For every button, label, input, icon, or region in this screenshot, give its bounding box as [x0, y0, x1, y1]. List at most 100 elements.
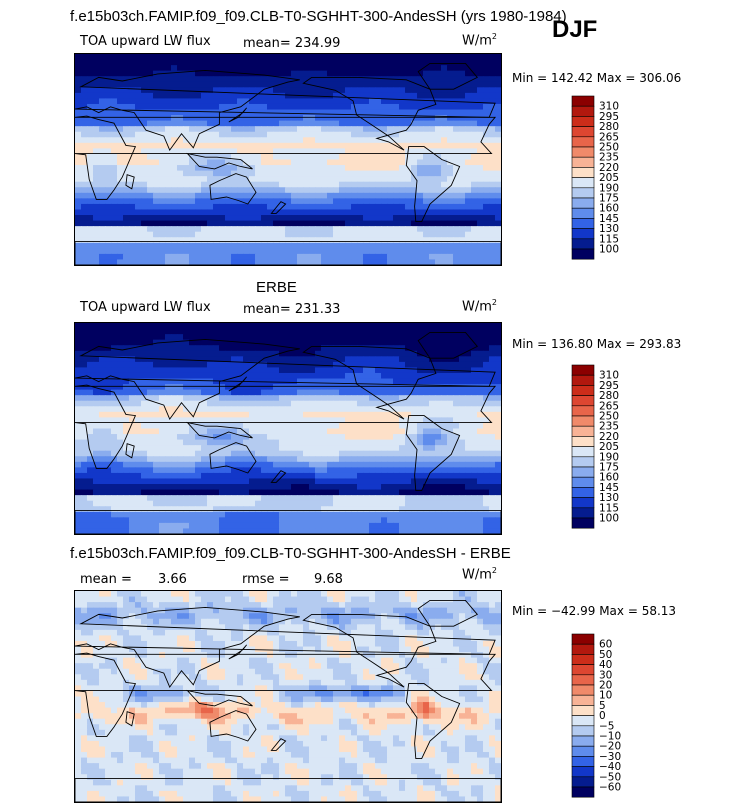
- panel3-coastline: [405, 683, 461, 760]
- panel3-mean-label: mean =: [80, 572, 132, 587]
- panel3-rmse-value: 9.68: [314, 572, 343, 587]
- panel1-coastline: [186, 152, 253, 170]
- panel3-colorbar-box: [571, 705, 595, 716]
- panel2-title: ERBE: [256, 279, 297, 296]
- panel2-coastline: [405, 415, 461, 492]
- panel3-map-field: [75, 591, 501, 802]
- panel1-colorbar-tick-label: 250: [599, 142, 619, 154]
- panel1-colorbar-box: [571, 156, 595, 168]
- panel3-colorbar-tick-label: 20: [599, 680, 612, 692]
- panel2-units: W/m2: [462, 298, 497, 315]
- panel2-colorbar: 310 295 280 265 250 235 220 205 190 175 160 145 130 1…: [571, 364, 632, 535]
- panel3-colorbar-box: [571, 643, 595, 655]
- panel1-colorbar-tick-label: 130: [599, 223, 619, 235]
- panel2-coastline: [186, 421, 253, 439]
- panel2-colorbar-tick-label: 190: [599, 451, 619, 463]
- panel2-colorbar-tick-label: 205: [599, 441, 619, 453]
- panel2-colorbar-box: [571, 476, 595, 488]
- panel1-colorbar-box: [571, 207, 595, 219]
- panel2-coastline: [75, 510, 501, 534]
- panel1-colorbar-box: [571, 218, 595, 229]
- panel2-colorbar-box: [571, 466, 595, 478]
- panel1-colorbar-tick-label: 115: [599, 233, 619, 245]
- panel2-coastline: [75, 338, 496, 421]
- panel1-colorbar-box: [571, 146, 595, 158]
- panel3-coastline: [125, 711, 135, 727]
- panel3-colorbar-tick-label: −10: [599, 731, 621, 743]
- panel1-colorbar-box: [571, 105, 595, 117]
- panel2-minmax: Min = 136.80 Max = 293.83: [512, 337, 682, 351]
- panel1-colorbar-tick-label: 310: [599, 101, 619, 113]
- panel1-colorbar-box: [571, 95, 595, 107]
- panel1-colorbar-box: [571, 177, 595, 189]
- panel3-coastline: [302, 613, 437, 688]
- panel1-colorbar-box: [571, 116, 595, 127]
- panel3-colorbar-box: [571, 786, 595, 798]
- panel3-colorbar-box: [571, 715, 595, 727]
- panel3-coastline: [75, 606, 496, 689]
- panel3-coastline: [186, 689, 253, 707]
- panel1-colorbar-box: [571, 228, 595, 240]
- panel1-colorbar-tick-label: 280: [599, 121, 619, 133]
- panel3-colorbar-tick-label: 50: [599, 649, 612, 661]
- panel2-colorbar-box: [571, 364, 595, 376]
- panel2-coastline: [417, 331, 479, 359]
- panel1-colorbar: 310 295 280 265 250 235 220 205 190 175 160 145 130 1…: [571, 95, 632, 266]
- panel3-colorbar-box: [571, 674, 595, 686]
- season-label: DJF: [552, 16, 598, 43]
- panel2-map-field: [75, 323, 501, 534]
- panel3-colorbar-tick-label: −60: [599, 782, 621, 794]
- panel1-colorbar-box: [571, 248, 595, 260]
- panel1-colorbar-box: [571, 126, 595, 138]
- panel2-coastline: [228, 376, 247, 392]
- panel2-colorbar-tick-label: 115: [599, 502, 619, 514]
- panel1-coastline: [125, 174, 135, 190]
- panel3-coastline: [75, 652, 497, 737]
- panel2-colorbar-box: [571, 487, 595, 498]
- panel2-colorbar-box: [571, 425, 595, 437]
- panel3-minmax: Min = −42.99 Max = 58.13: [512, 604, 677, 618]
- panel2-coastline: [75, 384, 497, 469]
- panel1-map: [74, 53, 502, 266]
- panel2-colorbar-box: [571, 405, 595, 417]
- page-title: f.e15b03ch.FAMIP.f09_f09.CLB-T0-SGHHT-30…: [70, 8, 567, 25]
- panel3-colorbar-tick-label: 5: [599, 700, 606, 712]
- panel3-colorbar-tick-label: −50: [599, 771, 621, 783]
- panel1-variable: TOA upward LW flux: [80, 34, 211, 49]
- panel1-colorbar-box: [571, 167, 595, 178]
- panel3-colorbar-box: [571, 756, 595, 767]
- panel3-colorbar-box: [571, 745, 595, 757]
- panel1-colorbar-tick-label: 295: [599, 111, 619, 123]
- panel1-colorbar-box: [571, 197, 595, 209]
- panel3-map: [74, 590, 502, 803]
- panel2-colorbar-box: [571, 456, 595, 468]
- panel3-colorbar-tick-label: 0: [599, 710, 606, 722]
- panel3-coastline: [270, 738, 287, 751]
- panel2-colorbar-box: [571, 436, 595, 447]
- panel2-map: [74, 322, 502, 535]
- panel1-coastline: [75, 241, 501, 265]
- panel3-colorbar-box: [571, 725, 595, 737]
- panel2-colorbar-tick-label: 175: [599, 462, 619, 474]
- panel3-colorbar-tick-label: −20: [599, 741, 621, 753]
- panel2-colorbar-tick-label: 145: [599, 482, 619, 494]
- panel2-coastline: [302, 345, 437, 420]
- panel2-colorbar-tick-label: 280: [599, 390, 619, 402]
- panel1-colorbar-tick-label: 220: [599, 162, 619, 174]
- panel2-colorbar-box: [571, 415, 595, 427]
- panel1-coastline: [228, 107, 247, 123]
- panel1-colorbar-tick-label: 160: [599, 203, 619, 215]
- panel3-colorbar-box: [571, 633, 595, 645]
- panel2-coastline: [209, 442, 257, 474]
- panel2-coastline: [125, 443, 135, 459]
- panel3-colorbar-box: [571, 654, 595, 665]
- panel2-colorbar-box: [571, 395, 595, 407]
- panel2-colorbar-tick-label: 130: [599, 492, 619, 504]
- panel3-colorbar-box: [571, 664, 595, 676]
- panel1-colorbar-tick-label: 145: [599, 213, 619, 225]
- panel2-variable: TOA upward LW flux: [80, 300, 211, 315]
- panel3-colorbar-box: [571, 776, 595, 788]
- panel1-coastline: [405, 146, 461, 223]
- panel3-colorbar-box: [571, 694, 595, 706]
- panel2-colorbar-tick-label: 310: [599, 370, 619, 382]
